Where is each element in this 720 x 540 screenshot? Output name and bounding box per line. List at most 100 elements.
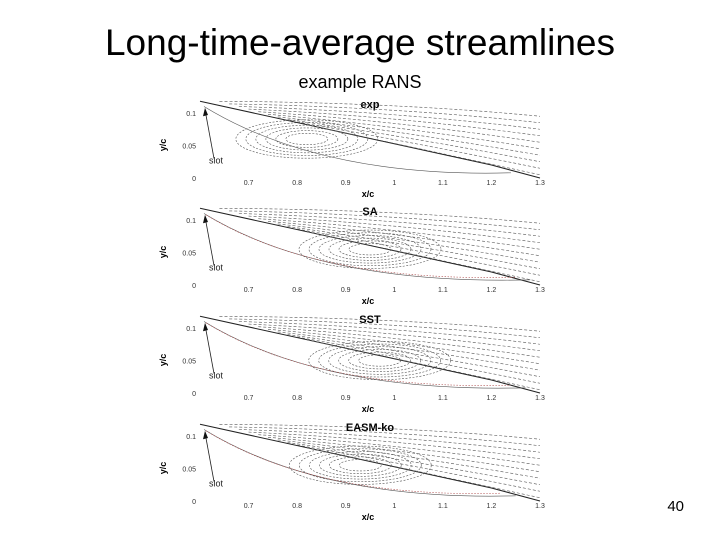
x-tick-label: 1.3 <box>535 287 545 294</box>
x-tick-label: 1.1 <box>438 503 448 510</box>
streamline <box>229 426 541 447</box>
y-axis-label: y/c <box>158 139 168 152</box>
wall-streamline-colored <box>205 430 502 494</box>
streamline <box>219 101 541 117</box>
recirculation-streamline <box>275 130 339 148</box>
recirculation-streamline <box>328 456 392 474</box>
slot-arrowhead <box>203 107 208 117</box>
recirculation-streamline <box>308 232 432 267</box>
recirculation-streamline <box>288 445 432 485</box>
streamline-panel: EASM-koy/c00.050.10.7 0.8 0.9 1 1.1 1.2 1.3x/c… <box>158 422 545 522</box>
streamline <box>248 323 541 352</box>
x-tick-label: 0.8 <box>292 287 302 294</box>
y-tick-label: 0.05 <box>182 144 196 151</box>
streamline <box>248 431 541 460</box>
x-tick-label: 0.8 <box>292 503 302 510</box>
recirculation-streamline <box>358 354 402 367</box>
x-axis-label: x/c <box>362 404 375 414</box>
x-tick-label: 0.7 <box>244 180 254 187</box>
wall-contour <box>199 100 541 179</box>
recirculation-streamline <box>298 229 442 269</box>
streamline <box>258 111 541 143</box>
y-tick-label: 0.1 <box>186 326 196 333</box>
streamline <box>277 439 541 479</box>
recirculation-streamline <box>318 453 402 477</box>
recirculation-streamline <box>298 448 422 483</box>
streamline <box>229 210 541 231</box>
x-tick-label: 0.9 <box>341 287 351 294</box>
x-tick-label: 1.1 <box>438 180 448 187</box>
streamline <box>258 326 541 358</box>
x-axis-label: x/c <box>362 189 375 199</box>
x-tick-label: 1.3 <box>535 180 545 187</box>
streamline <box>287 334 541 378</box>
recirculation-streamline <box>338 459 382 472</box>
y-tick-label: 0 <box>192 176 196 183</box>
recirculation-streamline <box>265 127 349 151</box>
wall-contour <box>199 207 541 286</box>
x-axis-label: x/c <box>362 296 375 306</box>
slot-pointer <box>204 324 215 374</box>
streamline <box>287 442 541 486</box>
x-tick-label: 1.3 <box>535 395 545 402</box>
x-tick-label: 1 <box>392 287 396 294</box>
recirculation-streamline <box>245 122 369 156</box>
y-tick-label: 0.1 <box>186 434 196 441</box>
x-tick-label: 1 <box>392 395 396 402</box>
y-tick-label: 0.1 <box>186 218 196 225</box>
slot-pointer <box>204 216 215 266</box>
slot-label: slot <box>209 371 224 381</box>
recirculation-streamline <box>338 240 402 258</box>
streamline <box>267 221 541 257</box>
recirculation-streamline <box>338 349 422 372</box>
x-axis-label: x/c <box>362 512 375 522</box>
streamline <box>258 434 541 466</box>
streamline <box>306 231 541 283</box>
slot-arrowhead <box>203 322 208 332</box>
recirculation-streamline <box>348 351 412 370</box>
slot-arrowhead <box>203 214 208 224</box>
streamline <box>248 215 541 244</box>
y-tick-label: 0.1 <box>186 111 196 118</box>
streamline <box>297 444 541 492</box>
streamline <box>219 424 541 440</box>
streamline <box>238 106 541 130</box>
streamline <box>219 316 541 332</box>
recirculation-streamline <box>235 119 379 159</box>
recirculation-streamline <box>318 235 422 264</box>
recirculation-streamline <box>328 346 432 375</box>
streamline <box>238 213 541 237</box>
streamline <box>219 208 541 224</box>
streamline <box>306 447 541 499</box>
slide-title: Long-time-average streamlines <box>104 22 615 63</box>
streamline <box>238 429 541 453</box>
streamline <box>229 318 541 339</box>
wall-contour <box>199 423 541 502</box>
slot-label: slot <box>209 263 224 273</box>
streamline <box>238 321 541 345</box>
y-tick-label: 0 <box>192 499 196 506</box>
streamline <box>258 218 541 250</box>
streamline <box>287 226 541 270</box>
x-tick-label: 1.2 <box>487 503 497 510</box>
streamline <box>248 108 541 137</box>
recirculation-streamline <box>308 340 452 380</box>
recirculation-streamline <box>348 243 392 256</box>
streamline <box>297 121 541 169</box>
slide-subtitle: example RANS <box>298 72 422 92</box>
wall-contour <box>199 315 541 394</box>
x-tick-label: 1 <box>392 180 396 187</box>
x-tick-label: 0.8 <box>292 180 302 187</box>
x-tick-label: 0.8 <box>292 395 302 402</box>
streamline <box>267 114 541 150</box>
streamline <box>267 329 541 365</box>
x-tick-label: 1.3 <box>535 503 545 510</box>
y-tick-label: 0.05 <box>182 467 196 474</box>
recirculation-streamline <box>285 133 329 146</box>
recirculation-streamline <box>328 237 412 261</box>
streamline <box>297 336 541 384</box>
y-tick-label: 0.05 <box>182 251 196 258</box>
